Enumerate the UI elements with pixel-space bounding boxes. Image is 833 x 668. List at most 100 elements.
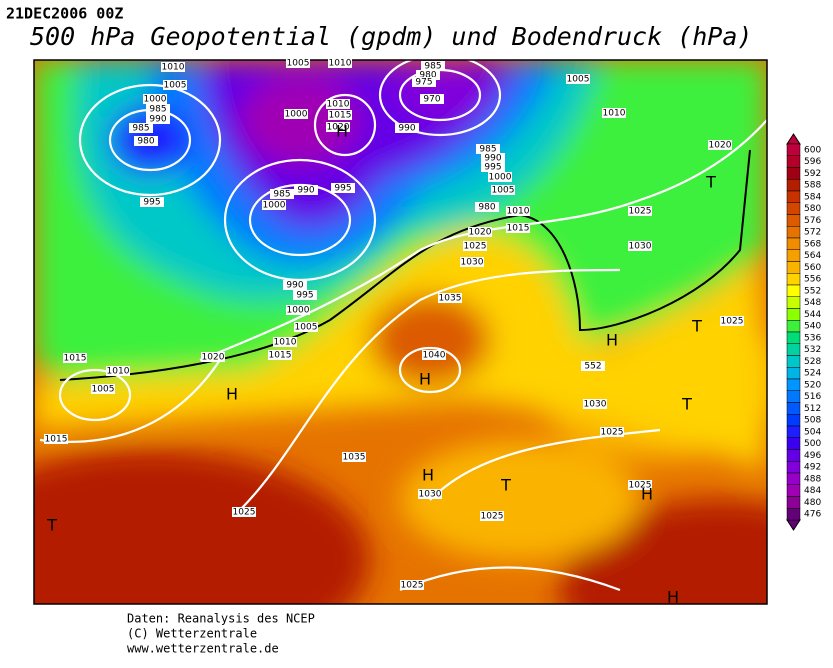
isobar-label-bg — [326, 122, 350, 132]
colorbar-swatch — [786, 390, 801, 403]
colorbar-label: 488 — [804, 474, 821, 484]
isobar-label-bg — [421, 61, 445, 71]
colorbar-swatch — [786, 214, 801, 227]
isobar-label-bg — [286, 58, 310, 68]
colorbar-label: 480 — [804, 498, 821, 508]
isobar-label-bg — [201, 352, 225, 362]
footer-line: (C) Wetterzentrale — [127, 627, 257, 641]
isobar-label: 1030 — [461, 258, 484, 268]
colorbar-swatch — [786, 496, 801, 509]
isobar-label: 985 — [479, 145, 496, 155]
colorbar-swatch — [786, 261, 801, 274]
colorbar-swatch — [786, 273, 801, 286]
isobar-label-bg — [331, 183, 355, 193]
colorbar-label: 580 — [804, 204, 821, 214]
isobar-label-bg — [326, 99, 350, 109]
isobar-label: 1020 — [202, 353, 225, 363]
isobar-label-bg — [602, 108, 626, 118]
colorbar-swatch — [786, 249, 801, 262]
isobar-label: 990 — [149, 115, 166, 125]
isobar-label: 1010 — [603, 109, 626, 119]
colorbar-swatch — [786, 190, 801, 203]
isobar-label-bg — [400, 580, 424, 590]
isobar-label: 1020 — [327, 123, 350, 133]
colorbar-label: 592 — [804, 169, 821, 179]
pressure-center: T — [46, 516, 57, 535]
colorbar-swatch — [786, 296, 801, 309]
title: 500 hPa Geopotential (gpdm) und Bodendru… — [30, 22, 752, 51]
colorbar-swatch — [786, 367, 801, 380]
isobar-label: 990 — [297, 186, 314, 196]
isobar-label-bg — [146, 104, 170, 114]
isobar-label-bg — [91, 384, 115, 394]
isobar-label: 1005 — [295, 323, 318, 333]
colorbar-top-arrow — [786, 133, 801, 145]
colorbar-swatch — [786, 355, 801, 368]
footer-line: www.wetterzentrale.de — [127, 642, 279, 656]
colorbar-label: 512 — [804, 404, 821, 414]
isobar-label-bg — [460, 257, 484, 267]
isobar-label: 1025 — [629, 481, 652, 491]
colorbar-swatch — [786, 331, 801, 344]
isobar-label-bg — [342, 452, 366, 462]
colorbar-label: 588 — [804, 181, 821, 191]
isobar-label-bg — [708, 140, 732, 150]
colorbar-label: 476 — [804, 510, 821, 520]
isobar-label-bg — [412, 77, 436, 87]
colorbar-swatch — [786, 167, 801, 180]
isobar-label: 1025 — [601, 428, 624, 438]
colorbar-swatch — [786, 378, 801, 391]
isobar-label: 1040 — [423, 351, 446, 361]
isobar-label: 995 — [143, 198, 160, 208]
isobar-label: 1020 — [709, 141, 732, 151]
colorbar-swatch — [786, 461, 801, 474]
colorbar-label: 528 — [804, 357, 821, 367]
isobar-label-bg — [720, 316, 744, 326]
isobar-label-bg — [420, 94, 444, 104]
isobar-label-bg — [283, 280, 307, 290]
isobar-label: 1035 — [343, 453, 366, 463]
isobar-label: 1015 — [64, 354, 87, 364]
isobar-label-bg — [475, 202, 499, 212]
isobar-label-bg — [628, 241, 652, 251]
colorbar-label: 552 — [804, 286, 821, 296]
isobar-label: 1030 — [419, 490, 442, 500]
isobar-label-bg — [294, 322, 318, 332]
colorbar-swatch — [786, 237, 801, 250]
isobar-label: 980 — [137, 137, 154, 147]
isobar-label-bg — [129, 123, 153, 133]
isobar-label: 1035 — [439, 294, 462, 304]
isobar-label-bg — [416, 70, 440, 80]
isobar-label-bg — [268, 350, 292, 360]
pressure-center: T — [691, 317, 702, 336]
isobar-label-bg — [294, 185, 318, 195]
isobar-label: 552 — [584, 362, 601, 372]
pressure-center: H — [667, 588, 679, 607]
colorbar-swatch — [786, 284, 801, 297]
isobar-label: 1010 — [507, 207, 530, 217]
isobar-label-bg — [146, 114, 170, 124]
isobar-label: 980 — [419, 71, 436, 81]
pressure-center: H — [422, 466, 434, 485]
isobar-label-bg — [161, 62, 185, 72]
isobar-label: 985 — [132, 124, 149, 134]
isobar-label: 1025 — [233, 508, 256, 518]
colorbar-swatch — [786, 472, 801, 485]
isobar-label: 1000 — [263, 201, 286, 211]
isobar-label-bg — [463, 241, 487, 251]
isobar-label-bg — [476, 144, 500, 154]
isobar-label-bg — [506, 206, 530, 216]
colorbar-swatch — [786, 226, 801, 239]
colorbar-swatch — [786, 179, 801, 192]
colorbar-label: 500 — [804, 439, 821, 449]
colorbar-swatch — [786, 308, 801, 321]
colorbar-label: 516 — [804, 392, 821, 402]
isobar-label: 1025 — [401, 581, 424, 591]
colorbar-label: 492 — [804, 463, 821, 473]
isobar-label: 990 — [484, 154, 501, 164]
colorbar-swatch — [786, 343, 801, 356]
colorbar-swatch — [786, 202, 801, 215]
isobar-label-bg — [286, 305, 310, 315]
